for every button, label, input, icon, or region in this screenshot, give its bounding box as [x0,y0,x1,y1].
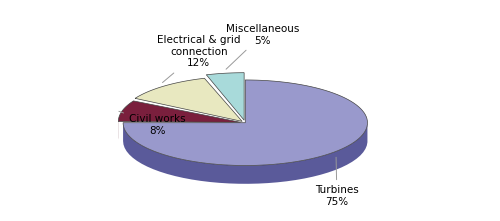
Polygon shape [123,80,368,166]
Polygon shape [206,73,244,120]
Polygon shape [135,78,242,121]
Text: Turbines
75%: Turbines 75% [315,157,359,207]
Polygon shape [123,123,368,184]
Text: Civil works
8%: Civil works 8% [119,111,186,136]
Text: Electrical & grid
connection
12%: Electrical & grid connection 12% [157,35,240,83]
Text: Miscellaneous
5%: Miscellaneous 5% [226,24,299,69]
Polygon shape [118,101,240,122]
